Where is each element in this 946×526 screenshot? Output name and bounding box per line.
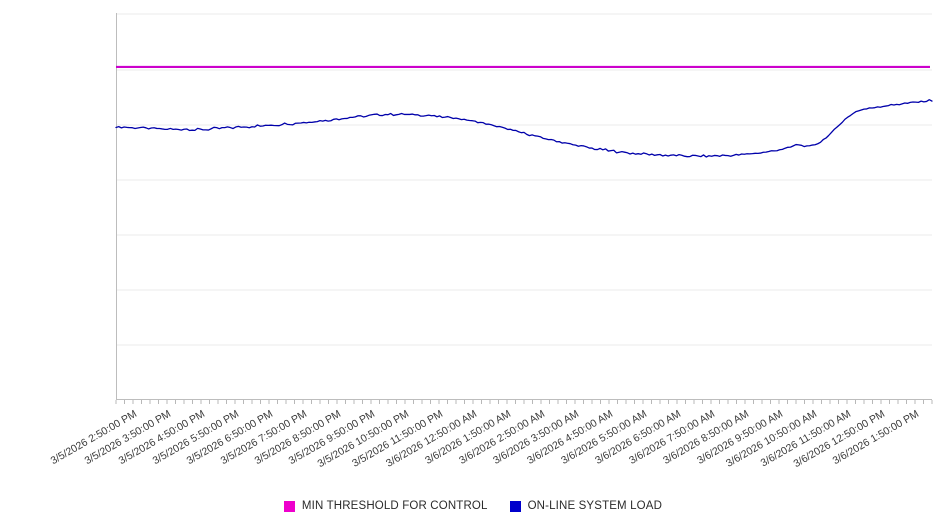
legend-color-swatch-magenta — [283, 500, 295, 512]
legend-label: ON-LINE SYSTEM LOAD — [527, 500, 663, 512]
gridlines — [116, 13, 932, 346]
legend-color-swatch-blue — [509, 500, 521, 512]
chart-legend: MIN THRESHOLD FOR CONTROL ON-LINE SYSTEM… — [0, 495, 946, 517]
x-axis-tick-marks — [115, 400, 933, 404]
legend-label: MIN THRESHOLD FOR CONTROL — [301, 500, 488, 512]
on-line-system-load-line — [115, 99, 933, 158]
legend-item-system-load[interactable]: ON-LINE SYSTEM LOAD — [509, 500, 663, 512]
legend-item-min-threshold[interactable]: MIN THRESHOLD FOR CONTROL — [283, 500, 488, 512]
